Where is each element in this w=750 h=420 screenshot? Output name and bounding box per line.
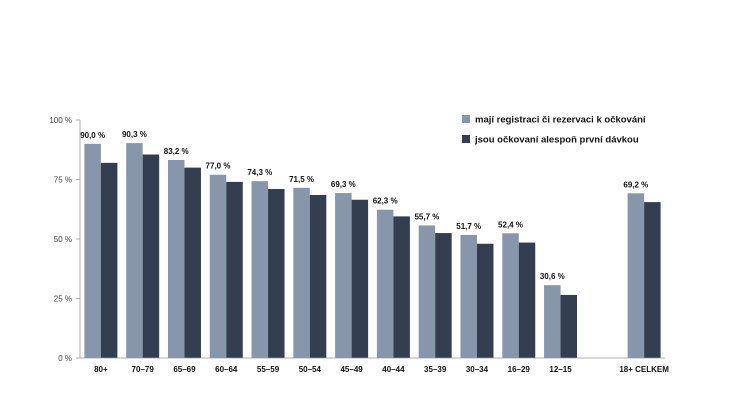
- x-tick-label: 55–59: [257, 365, 280, 374]
- bar-vaccinated: [309, 194, 327, 358]
- bar-registered: [335, 193, 352, 358]
- data-label: 30,6 %: [540, 272, 565, 281]
- data-label: 90,0 %: [80, 131, 105, 140]
- bar-vaccinated: [184, 167, 201, 358]
- bar-vaccinated: [518, 242, 536, 358]
- y-axis: 0 % 25 % 50 % 75 % 100 %: [49, 116, 81, 363]
- x-tick-label: 45–49: [340, 365, 363, 374]
- data-label: 90,3 %: [122, 130, 147, 139]
- bar-vaccinated: [644, 202, 661, 358]
- x-tick-label: 30–34: [466, 365, 489, 374]
- data-label: 71,5 %: [289, 175, 314, 184]
- bar-vaccinated: [100, 162, 118, 358]
- bar-registered: [627, 193, 645, 358]
- bar-registered: [544, 285, 561, 358]
- data-label: 52,4 %: [498, 220, 523, 229]
- bar-registered: [418, 225, 436, 358]
- bar-vaccinated: [476, 243, 494, 358]
- bar-vaccinated: [560, 294, 578, 358]
- data-label: 55,7 %: [414, 212, 439, 221]
- x-tick-label: 35–39: [424, 365, 447, 374]
- bars: [84, 143, 661, 358]
- bar-registered: [209, 174, 227, 358]
- legend-label: jsou očkovaní alespoň první dávkou: [474, 135, 639, 146]
- y-tick-label: 75 %: [54, 176, 72, 185]
- data-label: 69,2 %: [623, 180, 648, 189]
- legend-swatch: [462, 135, 470, 143]
- x-tick-label: 60–64: [215, 365, 238, 374]
- legend: mají registraci či rezervaci k očkování j…: [462, 115, 646, 146]
- data-label: 51,7 %: [456, 222, 481, 231]
- y-tick-label: 50 %: [54, 235, 72, 244]
- legend-label: mají registraci či rezervaci k očkování: [475, 115, 646, 126]
- data-labels: 90,0 % 90,3 % 83,2 % 77,0 % 74,3 % 71,5 % 69,3…: [80, 130, 648, 281]
- bar-vaccinated: [393, 216, 410, 358]
- bar-registered: [167, 159, 185, 358]
- bar-vaccinated: [226, 181, 243, 358]
- x-axis: 80+ 70–79 65–69 60–64 55–59 50–54 45–49 40–44 35…: [80, 357, 669, 374]
- data-label: 77,0 %: [206, 162, 231, 171]
- data-label: 74,3 %: [247, 168, 272, 177]
- y-tick-label: 25 %: [54, 295, 72, 304]
- bar-vaccinated: [142, 154, 160, 358]
- bar-registered: [502, 233, 519, 358]
- x-tick-label: 18+ CELKEM: [619, 365, 669, 374]
- data-label: 69,3 %: [331, 180, 356, 189]
- bar-registered: [460, 234, 477, 358]
- legend-swatch: [462, 115, 470, 123]
- x-tick-label: 40–44: [382, 365, 405, 374]
- x-tick-label: 65–69: [173, 365, 196, 374]
- data-label: 83,2 %: [164, 147, 189, 156]
- bar-registered: [126, 143, 143, 358]
- x-tick-label: 80+: [94, 365, 108, 374]
- bar-registered: [293, 187, 310, 358]
- bar-registered: [376, 209, 394, 358]
- x-tick-label: 50–54: [299, 365, 322, 374]
- x-tick-label: 12–15: [549, 365, 572, 374]
- y-tick-label: 100 %: [49, 116, 72, 125]
- x-tick-label: 70–79: [132, 365, 155, 374]
- bar-vaccinated: [435, 233, 452, 358]
- bar-registered: [84, 143, 101, 358]
- bar-registered: [251, 181, 269, 358]
- bar-vaccinated: [268, 189, 285, 358]
- y-tick-label: 0 %: [58, 354, 72, 363]
- bar-vaccinated: [351, 199, 369, 358]
- x-tick-label: 16–29: [508, 365, 531, 374]
- data-label: 62,3 %: [373, 197, 398, 206]
